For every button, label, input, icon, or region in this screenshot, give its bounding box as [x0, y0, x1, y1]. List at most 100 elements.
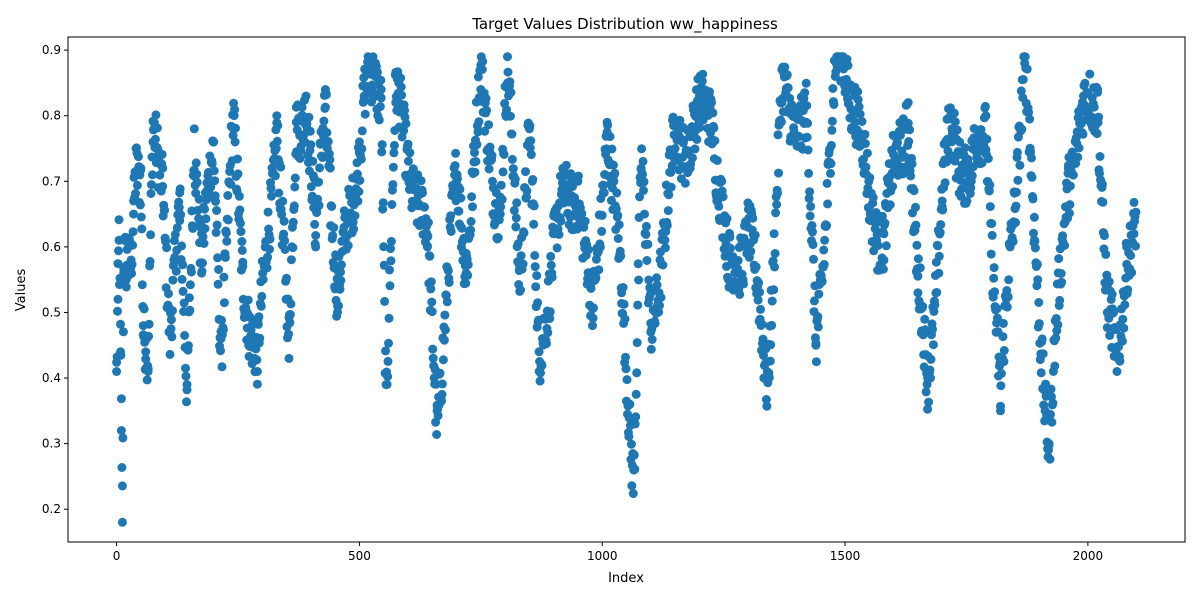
data-point: [1060, 241, 1070, 250]
data-point: [114, 215, 124, 225]
data-point: [986, 249, 996, 259]
data-point: [694, 117, 704, 127]
data-point: [762, 367, 772, 376]
y-tick-label: 0.2: [42, 502, 61, 516]
data-point: [1029, 228, 1038, 238]
data-point: [356, 154, 366, 164]
data-point: [201, 214, 211, 224]
data-point: [477, 65, 487, 74]
data-point: [621, 364, 631, 374]
data-point: [823, 199, 833, 209]
data-point: [359, 91, 369, 101]
data-point: [180, 331, 190, 340]
data-point: [519, 228, 529, 238]
data-point: [646, 344, 656, 354]
data-point: [1080, 78, 1090, 88]
data-point: [754, 278, 764, 288]
data-point: [252, 379, 262, 389]
data-point: [998, 318, 1008, 328]
data-point: [418, 188, 427, 198]
data-point: [950, 117, 960, 127]
data-point: [573, 176, 583, 186]
data-point: [182, 397, 191, 407]
data-point: [616, 251, 626, 261]
data-point: [400, 106, 410, 115]
data-point: [305, 126, 315, 136]
data-point: [116, 319, 125, 329]
data-point: [580, 216, 590, 226]
data-point: [439, 335, 449, 345]
x-axis-label: Index: [608, 571, 644, 586]
data-point: [966, 176, 976, 186]
data-point: [273, 120, 283, 130]
data-point: [935, 228, 945, 237]
data-point: [288, 217, 298, 227]
data-point: [360, 109, 370, 119]
data-point: [384, 338, 393, 348]
data-point: [761, 395, 771, 404]
data-point: [898, 169, 908, 179]
data-point: [769, 229, 779, 239]
data-point: [279, 216, 289, 226]
data-point: [955, 137, 965, 147]
data-point: [271, 144, 281, 153]
data-point: [718, 192, 728, 202]
data-point: [923, 373, 933, 383]
data-point: [641, 229, 651, 239]
data-point: [528, 175, 538, 184]
data-point: [591, 273, 601, 283]
data-point: [811, 340, 821, 350]
data-point: [925, 365, 935, 375]
data-point: [1102, 323, 1112, 333]
data-point: [907, 159, 917, 169]
data-point: [280, 245, 290, 254]
data-point: [827, 116, 837, 126]
data-point: [589, 303, 598, 313]
data-point: [389, 148, 399, 158]
data-point: [947, 124, 957, 134]
data-point: [511, 213, 521, 223]
data-point: [217, 362, 227, 372]
data-point: [878, 264, 888, 274]
data-point: [770, 249, 780, 258]
data-point: [335, 284, 345, 294]
data-point: [1027, 153, 1036, 163]
data-point: [783, 83, 793, 93]
data-point: [471, 157, 481, 166]
data-point: [992, 304, 1002, 314]
data-point: [607, 144, 617, 154]
data-point: [646, 327, 656, 337]
data-point: [1118, 314, 1128, 324]
data-point: [197, 268, 207, 278]
data-point: [113, 259, 123, 269]
data-point: [177, 241, 187, 251]
data-point: [756, 304, 765, 314]
data-point: [272, 111, 282, 121]
data-point: [803, 145, 813, 155]
data-point: [712, 156, 722, 165]
data-point: [631, 412, 641, 422]
data-point: [622, 375, 632, 385]
data-point: [552, 243, 562, 253]
data-point: [213, 253, 223, 263]
data-point: [378, 198, 388, 208]
data-point: [442, 297, 452, 307]
y-tick-label: 0.8: [42, 109, 61, 123]
data-point: [178, 286, 188, 296]
data-point: [1123, 285, 1133, 295]
data-point: [396, 73, 406, 83]
data-point: [274, 188, 284, 198]
data-point: [353, 196, 363, 206]
data-point: [423, 231, 433, 241]
data-point: [132, 180, 142, 190]
data-point: [767, 320, 777, 330]
data-point: [636, 163, 646, 173]
data-point: [211, 196, 221, 206]
data-point: [270, 171, 280, 181]
data-point: [1034, 319, 1044, 329]
data-point: [860, 139, 870, 148]
data-point: [1068, 170, 1078, 180]
data-point: [325, 155, 335, 165]
data-point: [199, 239, 209, 248]
data-point: [773, 188, 782, 198]
